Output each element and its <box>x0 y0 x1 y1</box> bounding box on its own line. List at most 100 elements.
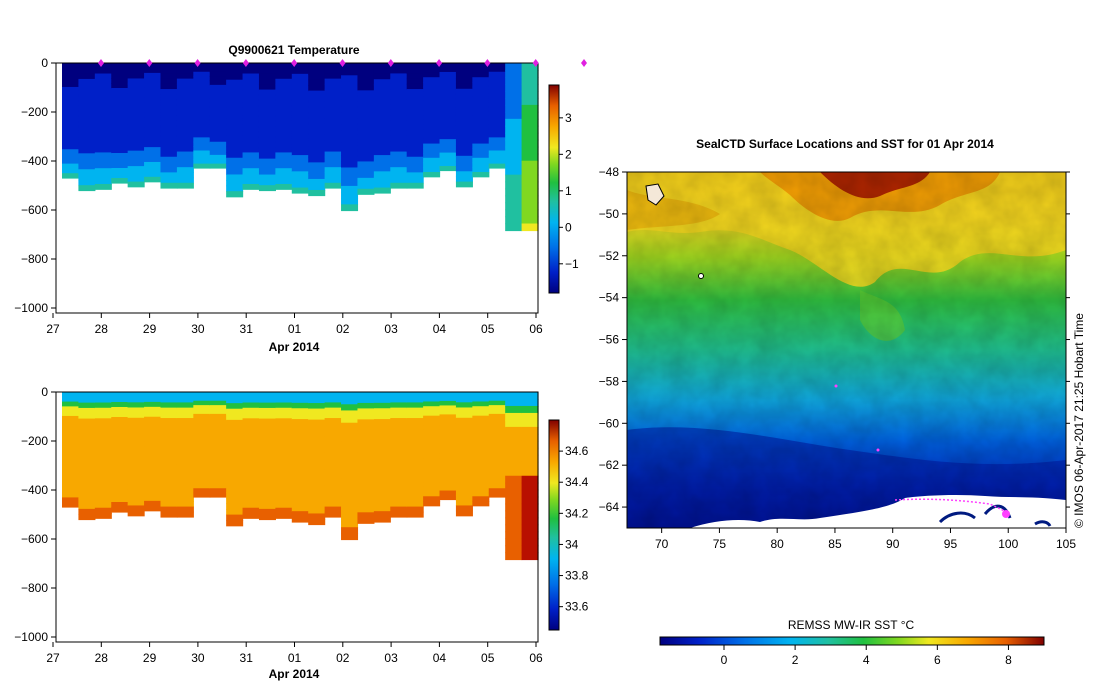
section-cell <box>78 68 96 75</box>
section-cell <box>176 459 194 466</box>
section-cell <box>472 501 490 507</box>
section-cell <box>505 517 523 526</box>
section-cell <box>193 128 211 134</box>
section-cell <box>373 424 391 431</box>
section-cell <box>258 498 276 505</box>
section-cell <box>308 408 326 415</box>
section-cell <box>341 447 359 455</box>
section-cell <box>341 453 359 461</box>
section-cell <box>390 94 408 101</box>
section-cell <box>78 121 96 128</box>
section-cell <box>390 68 408 75</box>
section-cell <box>308 496 326 504</box>
section-cell <box>275 449 293 456</box>
section-cell <box>242 94 260 101</box>
section-cell <box>455 135 473 141</box>
section-cell <box>341 521 359 528</box>
section-cell <box>439 89 457 95</box>
section-cell <box>406 68 424 75</box>
section-cell <box>406 407 424 414</box>
section-cell <box>423 434 441 440</box>
section-cell <box>242 147 260 154</box>
section-cell <box>193 457 211 463</box>
section-cell <box>275 183 293 190</box>
section-cell <box>209 431 227 437</box>
section-cell <box>275 439 293 446</box>
section-cell <box>406 182 424 189</box>
section-cell <box>488 418 506 424</box>
section-cell <box>94 481 112 488</box>
section-cell <box>209 444 227 450</box>
section-cell <box>275 147 293 154</box>
section-cell <box>472 138 490 145</box>
map-y-tick-label: −62 <box>599 458 620 472</box>
section-cell <box>390 115 408 121</box>
section-cell <box>176 485 194 492</box>
section-cell <box>373 68 391 75</box>
section-cell <box>308 140 326 147</box>
x-tick-label: 31 <box>240 322 254 336</box>
section-cell <box>160 433 178 440</box>
section-cell <box>160 444 178 450</box>
section-cell <box>127 417 145 424</box>
section-cell <box>455 166 473 172</box>
section-cell <box>127 464 145 470</box>
section-cell <box>209 453 227 459</box>
section-cell <box>144 406 162 413</box>
section-cell <box>111 133 129 139</box>
map-x-tick-label: 100 <box>998 537 1018 551</box>
section-cell <box>258 142 276 149</box>
section-cell <box>160 423 178 430</box>
section-cell <box>373 111 391 118</box>
x-tick-label: 28 <box>95 322 109 336</box>
section-cell <box>406 125 424 132</box>
section-cell <box>226 168 244 176</box>
section-cell <box>176 161 194 168</box>
section-cell <box>62 149 80 155</box>
section-cell <box>324 397 342 404</box>
section-cell <box>455 93 473 100</box>
section-cell <box>291 489 309 496</box>
section-cell <box>78 477 96 483</box>
section-cell <box>193 106 211 112</box>
section-cell <box>521 412 539 421</box>
section-cell <box>62 483 80 489</box>
section-cell <box>308 458 326 465</box>
section-cell <box>373 446 391 453</box>
section-cell <box>275 413 293 419</box>
section-cell <box>341 404 359 412</box>
section-cell <box>160 99 178 106</box>
section-cell <box>176 423 194 430</box>
profile-marker <box>194 59 201 67</box>
y-tick-label: −1000 <box>14 630 48 644</box>
section-cell <box>144 495 162 502</box>
section-cell <box>291 122 309 129</box>
temperature-colorbar <box>548 84 560 294</box>
section-cell <box>390 151 408 158</box>
section-cell <box>193 98 211 103</box>
section-cell <box>94 94 112 101</box>
section-cell <box>390 83 408 90</box>
section-cell <box>226 102 244 109</box>
section-cell <box>193 80 211 86</box>
section-cell <box>521 405 539 414</box>
section-cell <box>505 482 523 491</box>
section-cell <box>62 478 80 484</box>
section-cell <box>176 428 194 435</box>
section-cell <box>258 471 276 478</box>
section-cell <box>127 500 145 507</box>
section-cell <box>94 392 112 398</box>
section-cell <box>209 106 227 112</box>
section-cell <box>275 418 293 425</box>
section-cell <box>160 141 178 147</box>
section-cell <box>209 76 227 82</box>
section-cell <box>439 423 457 429</box>
section-cell <box>258 110 276 117</box>
section-cell <box>472 81 490 88</box>
section-cell <box>291 478 309 485</box>
section-cell <box>111 492 129 498</box>
section-cell <box>111 442 129 448</box>
section-cell <box>324 177 342 184</box>
section-cell <box>193 413 211 419</box>
section-cell <box>341 130 359 138</box>
